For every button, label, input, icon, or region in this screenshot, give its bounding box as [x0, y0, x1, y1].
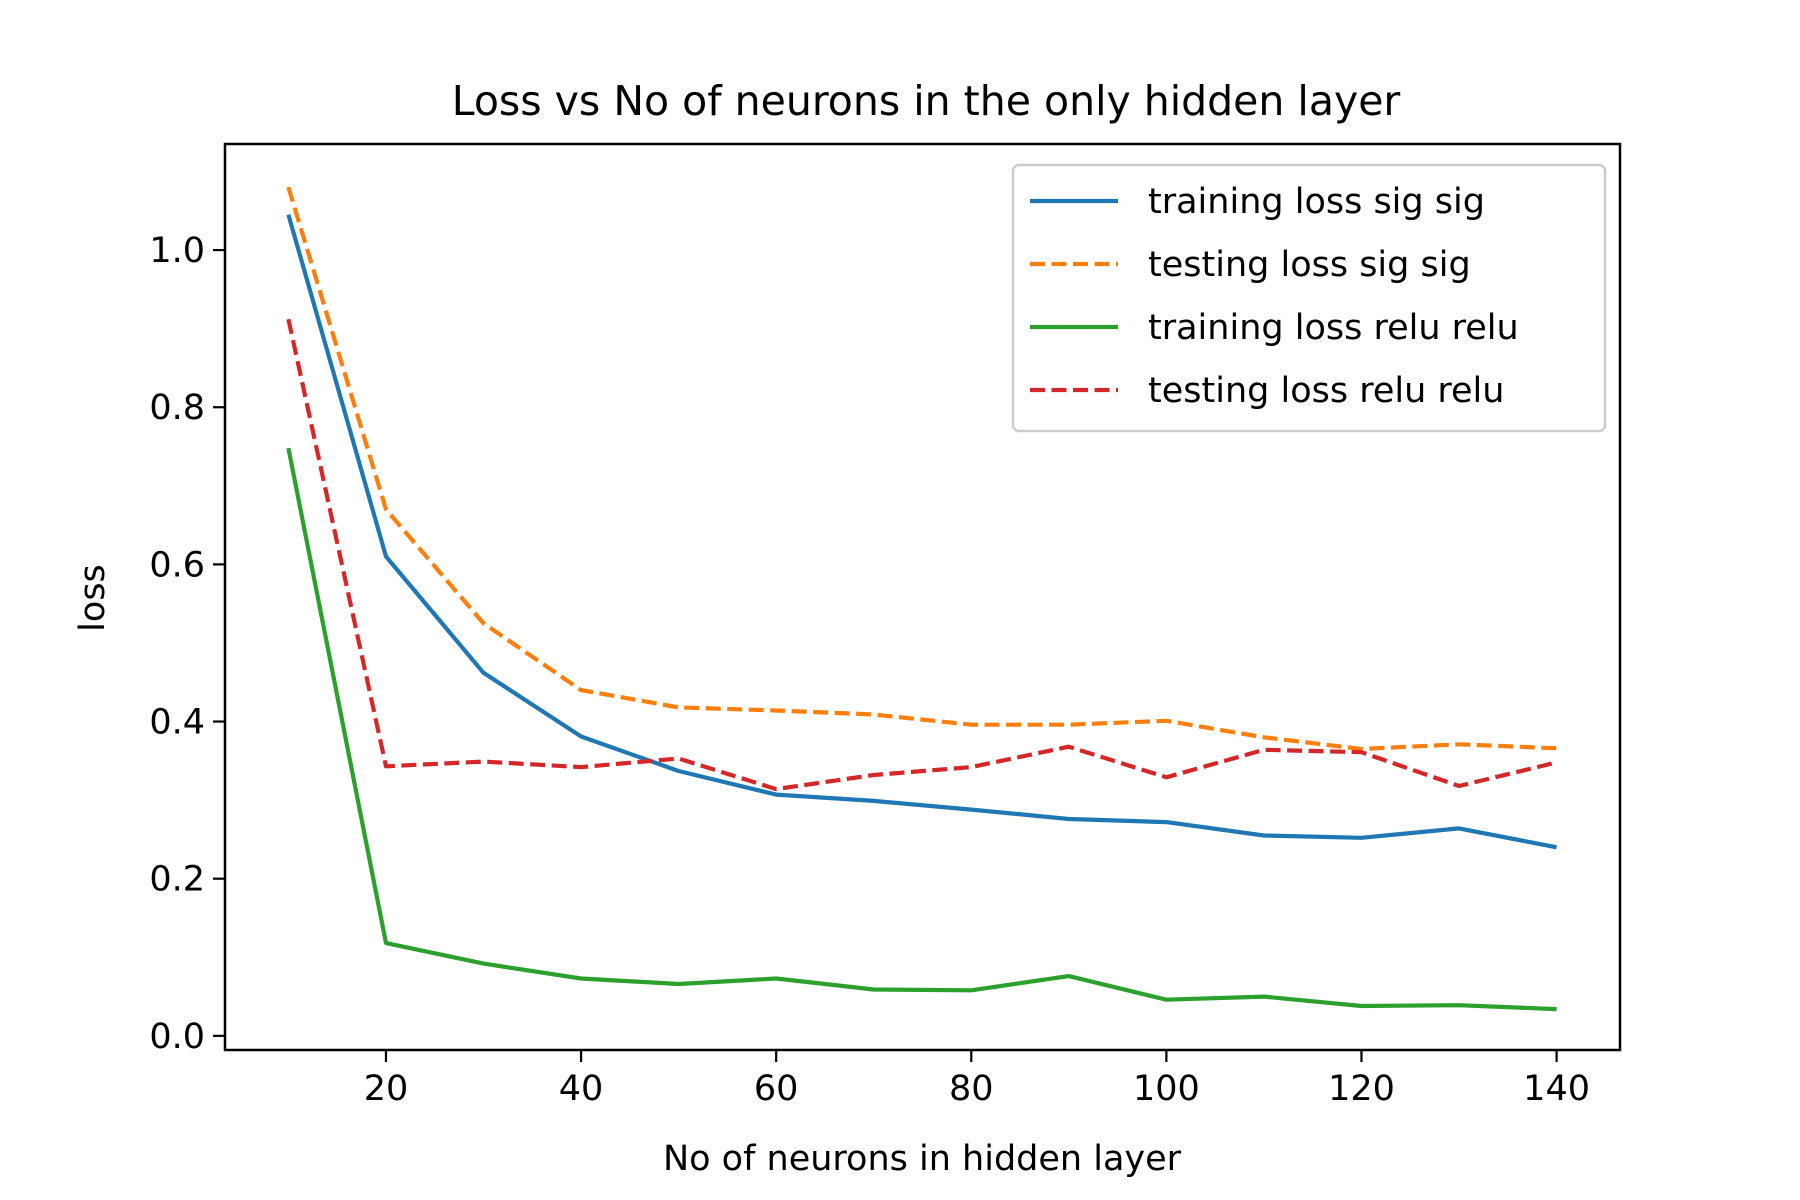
y-axis: 0.0 0.2 0.4 0.6 0.8 1.0	[149, 231, 225, 1057]
x-tick-label: 20	[364, 1069, 409, 1109]
y-tick-label: 0.4	[149, 703, 205, 743]
x-tick-label: 40	[559, 1069, 604, 1109]
series-line-3	[286, 447, 1557, 1012]
series-line-1	[286, 214, 1557, 850]
x-tick-label: 140	[1523, 1069, 1590, 1109]
y-tick-label: 0.8	[149, 388, 205, 428]
legend-label-1: training loss sig sig	[1148, 182, 1485, 222]
x-tick-label: 80	[949, 1069, 994, 1109]
plot-area	[286, 186, 1558, 1012]
legend-label-2: testing loss sig sig	[1148, 245, 1471, 285]
y-axis-label: loss	[73, 564, 113, 632]
y-tick-label: 0.0	[149, 1017, 205, 1057]
legend-label-3: training loss relu relu	[1148, 308, 1519, 348]
chart-title: Loss vs No of neurons in the only hidden…	[452, 77, 1401, 125]
legend: training loss sig sig testing loss sig si…	[1011, 163, 1607, 433]
y-tick-label: 1.0	[149, 231, 205, 271]
x-axis-label: No of neurons in hidden layer	[663, 1139, 1182, 1179]
x-tick-label: 120	[1328, 1069, 1395, 1109]
x-tick-label: 100	[1133, 1069, 1200, 1109]
plot-frame	[223, 142, 1622, 1052]
x-axis: 20 40 60 80 100 120 140	[364, 1050, 1590, 1109]
x-tick-label: 60	[754, 1069, 799, 1109]
y-tick-label: 0.6	[149, 545, 205, 585]
legend-box	[1011, 163, 1607, 433]
series-line-4	[286, 318, 1558, 792]
y-tick-label: 0.2	[149, 860, 205, 900]
legend-label-4: testing loss relu relu	[1148, 371, 1504, 411]
series-line-2	[286, 186, 1557, 752]
